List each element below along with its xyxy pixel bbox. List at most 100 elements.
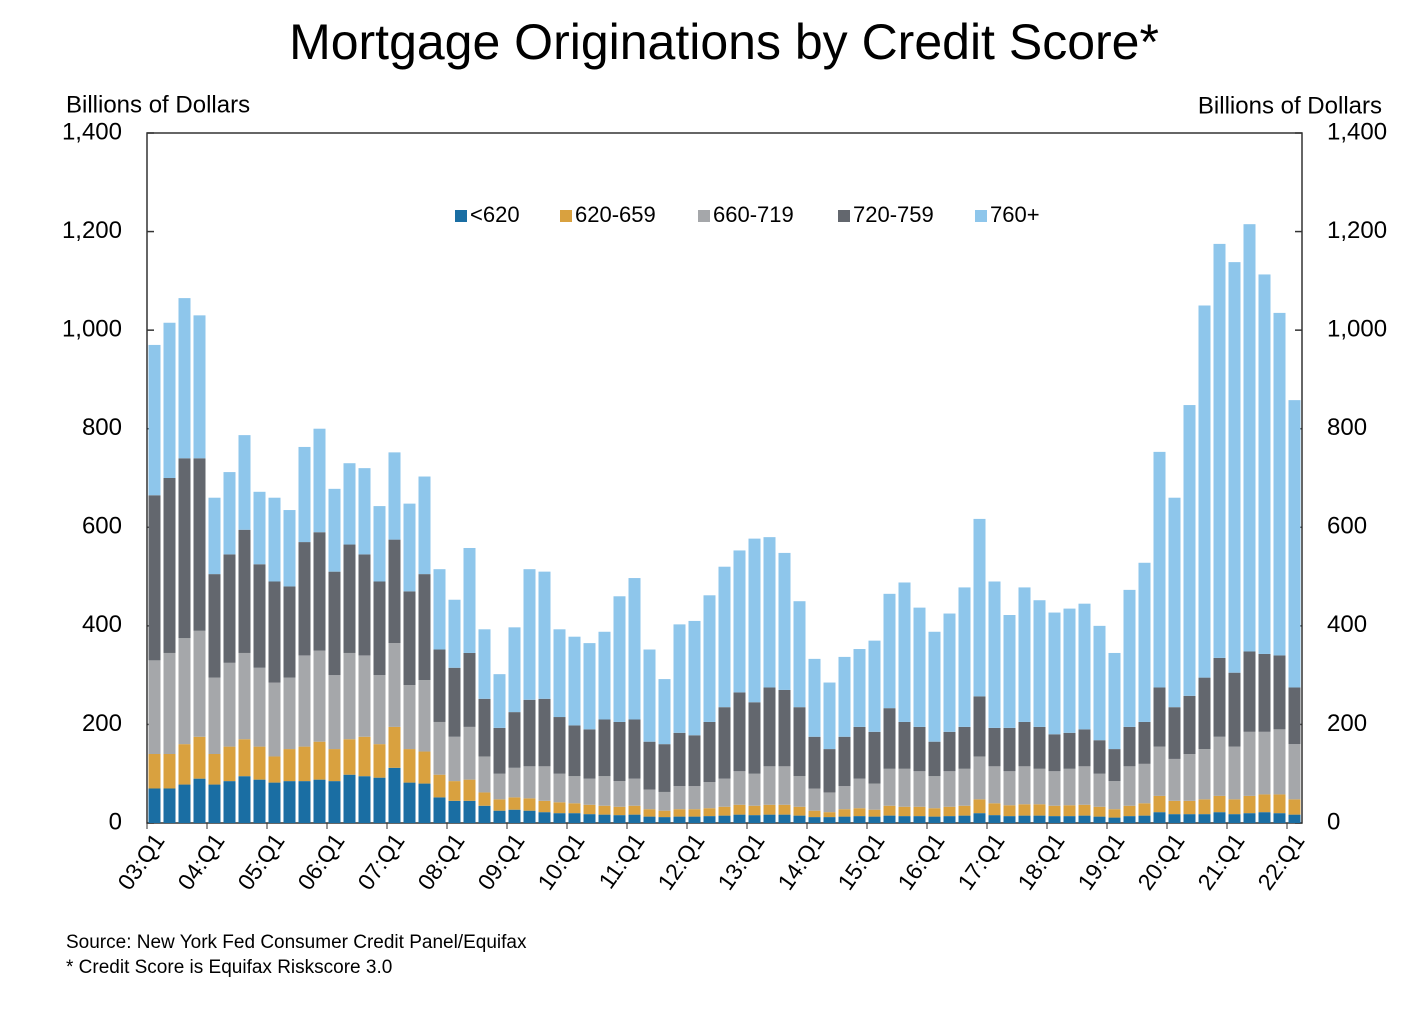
bar-segment <box>1198 677 1211 750</box>
bar-segment <box>1168 758 1181 801</box>
y2-tick-label: 1,400 <box>1327 118 1387 145</box>
bar-segment <box>523 798 536 811</box>
bar-segment <box>163 652 176 754</box>
bar-segment <box>943 816 956 823</box>
x-tick-label: 09:Q1 <box>472 828 529 894</box>
bar-segment <box>928 741 941 777</box>
bar-segment <box>928 631 941 742</box>
bar-segment <box>1213 736 1226 796</box>
legend-label: 720-759 <box>853 202 934 227</box>
bar-segment <box>718 566 731 708</box>
bar-segment <box>418 476 431 575</box>
bar-segment <box>538 571 551 699</box>
bar-segment <box>1228 672 1241 747</box>
bar-segment <box>268 782 281 823</box>
footnote: * Credit Score is Equifax Riskscore 3.0 <box>66 957 392 978</box>
bar-segment <box>1138 721 1151 764</box>
bar-segment <box>268 581 281 683</box>
bar-segment <box>433 569 446 650</box>
y-tick-label: 800 <box>82 414 122 441</box>
bar-segment <box>1153 795 1166 813</box>
x-tick-label: 19:Q1 <box>1072 828 1129 894</box>
bar-segment <box>763 687 776 767</box>
bar-segment <box>1093 806 1106 817</box>
bar-segment <box>538 766 551 801</box>
bar-segment <box>1213 795 1226 813</box>
bar-segment <box>988 766 1001 804</box>
bar-segment <box>1153 812 1166 823</box>
bar-segment <box>268 497 281 582</box>
bar-segment <box>1198 814 1211 823</box>
bar-segment <box>808 817 821 823</box>
bar-segment <box>1048 816 1061 823</box>
bar-segment <box>718 815 731 823</box>
x-tick-label: 13:Q1 <box>712 828 769 894</box>
bar-segment <box>1288 400 1301 688</box>
x-tick-label: 10:Q1 <box>532 828 589 894</box>
bar-segment <box>1123 766 1136 806</box>
bar-segment <box>238 652 251 740</box>
bar-segment <box>823 792 836 813</box>
bar-segment <box>868 731 881 784</box>
bar-segment <box>1003 727 1016 772</box>
bar-segment <box>898 582 911 722</box>
bar-segment <box>343 652 356 740</box>
bar-segment <box>313 650 326 742</box>
bar-segment <box>238 776 251 823</box>
bar-segment <box>943 731 956 772</box>
x-tick-label: 08:Q1 <box>412 828 469 894</box>
bar-segment <box>418 574 431 681</box>
bar-segment <box>1273 813 1286 823</box>
legend-swatch <box>560 210 572 222</box>
bar-segment <box>538 812 551 823</box>
x-tick-label: 12:Q1 <box>652 828 709 894</box>
bar-segment <box>673 809 686 817</box>
bar-segment <box>763 804 776 815</box>
bar-segment <box>928 816 941 823</box>
bar-segment <box>973 756 986 800</box>
bar-segment <box>478 792 491 806</box>
bar-segment <box>448 800 461 823</box>
bar-segment <box>958 768 971 806</box>
bar-segment <box>298 446 311 543</box>
bar-segment <box>1243 813 1256 823</box>
bar-segment <box>1108 809 1121 818</box>
bar-segment <box>733 814 746 823</box>
bar-segment <box>1063 732 1076 769</box>
bar-segment <box>1228 799 1241 815</box>
bar-segment <box>208 574 221 678</box>
bar-segment <box>1123 589 1136 727</box>
bar-segment <box>283 586 296 678</box>
bar-segment <box>973 518 986 697</box>
legend-swatch <box>698 210 710 222</box>
bar-segment <box>598 814 611 823</box>
bar-segment <box>1243 224 1256 652</box>
bar-segment <box>358 554 371 656</box>
y2-axis-label: Billions of Dollars <box>1198 92 1382 119</box>
bar-segment <box>748 538 761 703</box>
bar-segment <box>853 649 866 727</box>
legend-swatch <box>975 210 987 222</box>
bar-segment <box>943 613 956 732</box>
bar-segment <box>1168 497 1181 708</box>
bar-segment <box>748 773 761 806</box>
bar-segment <box>178 458 191 639</box>
bar-segment <box>718 806 731 816</box>
y-tick-label: 400 <box>82 611 122 638</box>
bar-segment <box>568 813 581 823</box>
bar-segment <box>178 298 191 459</box>
x-tick-label: 05:Q1 <box>232 828 289 894</box>
bar-segment <box>883 593 896 709</box>
bar-segment <box>463 800 476 823</box>
bar-segment <box>163 788 176 823</box>
chart-title: Mortgage Originations by Credit Score* <box>289 14 1159 70</box>
bar-segment <box>193 736 206 779</box>
bar-segment <box>643 789 656 810</box>
bar-segment <box>1018 766 1031 805</box>
bar-segment <box>193 458 206 631</box>
bar-segment <box>478 629 491 699</box>
bar-segment <box>193 315 206 459</box>
bar-segment <box>1003 615 1016 728</box>
bar-segment <box>583 814 596 823</box>
legend-label: 620-659 <box>575 202 656 227</box>
